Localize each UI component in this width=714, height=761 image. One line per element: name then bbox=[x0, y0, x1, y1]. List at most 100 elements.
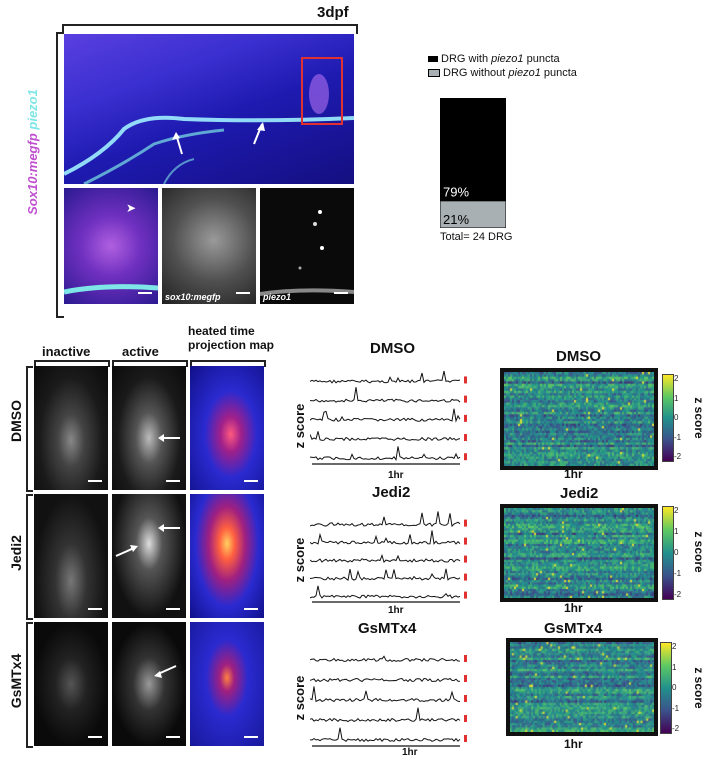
bar-segment-with bbox=[440, 98, 506, 202]
img-gsmtx4-active bbox=[112, 622, 186, 746]
traces-dmso bbox=[310, 370, 467, 465]
heatmap-xlabel-jedi2: 1hr bbox=[564, 601, 583, 615]
svg-text:➤: ➤ bbox=[126, 201, 136, 215]
main-image-svg bbox=[64, 57, 354, 184]
legend-item-without: DRG without piezo1 puncta bbox=[428, 66, 577, 80]
trace-xlabel-dmso: 1hr bbox=[388, 470, 404, 481]
colorbar-tick: 2 bbox=[672, 642, 677, 651]
colorbar-tick: 0 bbox=[674, 413, 679, 422]
bar-label-with: 79% bbox=[443, 185, 469, 200]
img-dmso-active bbox=[112, 366, 186, 490]
row-label-dmso: DMSO bbox=[8, 400, 24, 442]
trace-scale-bar bbox=[464, 519, 467, 527]
trace-line bbox=[310, 511, 461, 528]
trace-title-dmso: DMSO bbox=[370, 340, 415, 357]
bar-segment-without bbox=[440, 200, 506, 228]
traces-jedi2 bbox=[310, 511, 467, 603]
trace-scale-bar bbox=[464, 715, 467, 722]
colorbar-tick: 1 bbox=[674, 527, 679, 536]
trace-scale-bar bbox=[464, 376, 467, 384]
trace-scale-bar bbox=[464, 735, 467, 742]
heatmap-title-dmso: DMSO bbox=[556, 348, 601, 365]
col-bracket-1 bbox=[34, 360, 110, 367]
row-label-jedi2: Jedi2 bbox=[8, 535, 24, 571]
scale-bar bbox=[236, 292, 250, 294]
colorbar-tick: -1 bbox=[674, 432, 682, 442]
colorbar-tick: 0 bbox=[672, 683, 677, 692]
trace-line bbox=[310, 707, 461, 723]
sox10-piezo1-vertical-label: Sox10:megfp piezo1 bbox=[25, 87, 45, 217]
inset-piezo1: piezo1 bbox=[260, 188, 354, 304]
traces-gsmtx4 bbox=[310, 655, 467, 747]
trace-line bbox=[310, 446, 461, 462]
colorbar-tick: 1 bbox=[674, 393, 679, 403]
trace-line bbox=[310, 370, 461, 384]
trace-line bbox=[310, 408, 461, 423]
col-header-active: active bbox=[122, 344, 159, 359]
roi-box bbox=[301, 57, 343, 125]
bar-label-without: 21% bbox=[443, 212, 469, 227]
scale-bar bbox=[244, 480, 258, 482]
scale-bar bbox=[334, 292, 348, 294]
row-label-gsmtx4: GsMTx4 bbox=[8, 653, 24, 709]
heatmap-dmso bbox=[500, 368, 658, 470]
heatmap-title-gsmtx4: GsMTx4 bbox=[544, 620, 603, 637]
trace-line bbox=[310, 727, 461, 743]
inset-piezo1-label: piezo1 bbox=[263, 292, 292, 302]
main-fluorescence-image bbox=[64, 34, 354, 184]
trace-scale-bar bbox=[464, 695, 467, 702]
col-header-heated: heated time projection map bbox=[188, 324, 275, 352]
scale-bar bbox=[138, 292, 152, 294]
trace-scale-bar bbox=[464, 675, 467, 682]
chart-legend: DRG with piezo1 puncta DRG without piezo… bbox=[428, 52, 577, 80]
row-bracket-3 bbox=[26, 622, 33, 748]
trace-xlabel-gsmtx4: 1hr bbox=[402, 747, 418, 758]
legend-swatch-black bbox=[428, 56, 438, 63]
trace-scale-bar bbox=[464, 555, 467, 563]
colorbar-tick: 0 bbox=[674, 548, 679, 557]
sox10-label: Sox10:megfp bbox=[25, 133, 40, 215]
trace-scale-bar bbox=[464, 591, 467, 599]
colorbar-tick: -2 bbox=[674, 452, 682, 461]
row-bracket-1 bbox=[26, 366, 33, 492]
row-bracket-2 bbox=[26, 494, 33, 620]
trace-line bbox=[310, 553, 461, 564]
top-bracket bbox=[62, 24, 358, 34]
colorbar-tick: 2 bbox=[674, 506, 679, 515]
left-bracket-top bbox=[56, 32, 64, 318]
scale-bar bbox=[166, 480, 180, 482]
piezo1-label: piezo1 bbox=[25, 89, 40, 130]
scale-bar bbox=[88, 608, 102, 610]
img-jedi2-heatmap bbox=[190, 494, 264, 618]
scale-bar bbox=[166, 736, 180, 738]
total-label: Total= 24 DRG bbox=[440, 231, 513, 243]
scale-bar bbox=[88, 736, 102, 738]
heatmap-gsmtx4 bbox=[506, 638, 658, 736]
col-bracket-2 bbox=[112, 360, 188, 367]
colorbar-tick: -2 bbox=[674, 590, 682, 599]
scale-bar bbox=[88, 480, 102, 482]
stacked-bar-chart: 21% 79% bbox=[440, 98, 506, 228]
trace-ylabel-gsmtx4: z score bbox=[292, 675, 307, 721]
colorbar-tick: -1 bbox=[672, 703, 680, 713]
img-gsmtx4-inactive bbox=[34, 622, 108, 746]
colorbar-label-dmso: z score bbox=[692, 397, 706, 439]
trace-line bbox=[310, 655, 461, 663]
trace-line bbox=[310, 585, 461, 599]
colorbar-gsmtx4 bbox=[660, 642, 672, 734]
trace-ylabel-jedi2: z score bbox=[292, 537, 307, 583]
trace-scale-bar bbox=[464, 395, 467, 403]
img-dmso-heatmap bbox=[190, 366, 264, 490]
img-jedi2-active bbox=[112, 494, 186, 618]
inset-sox10-label: sox10:megfp bbox=[165, 292, 221, 302]
trace-line bbox=[310, 677, 461, 683]
trace-scale-bar bbox=[464, 537, 467, 545]
inset-sox10: sox10:megfp bbox=[162, 188, 256, 304]
colorbar-tick: -2 bbox=[672, 724, 680, 733]
trace-scale-bar bbox=[464, 434, 467, 442]
colorbar-label-jedi2: z score bbox=[692, 531, 706, 573]
img-dmso-inactive bbox=[34, 366, 108, 490]
trace-scale-bar bbox=[464, 655, 467, 662]
trace-line bbox=[310, 387, 461, 403]
img-gsmtx4-heatmap bbox=[190, 622, 264, 746]
